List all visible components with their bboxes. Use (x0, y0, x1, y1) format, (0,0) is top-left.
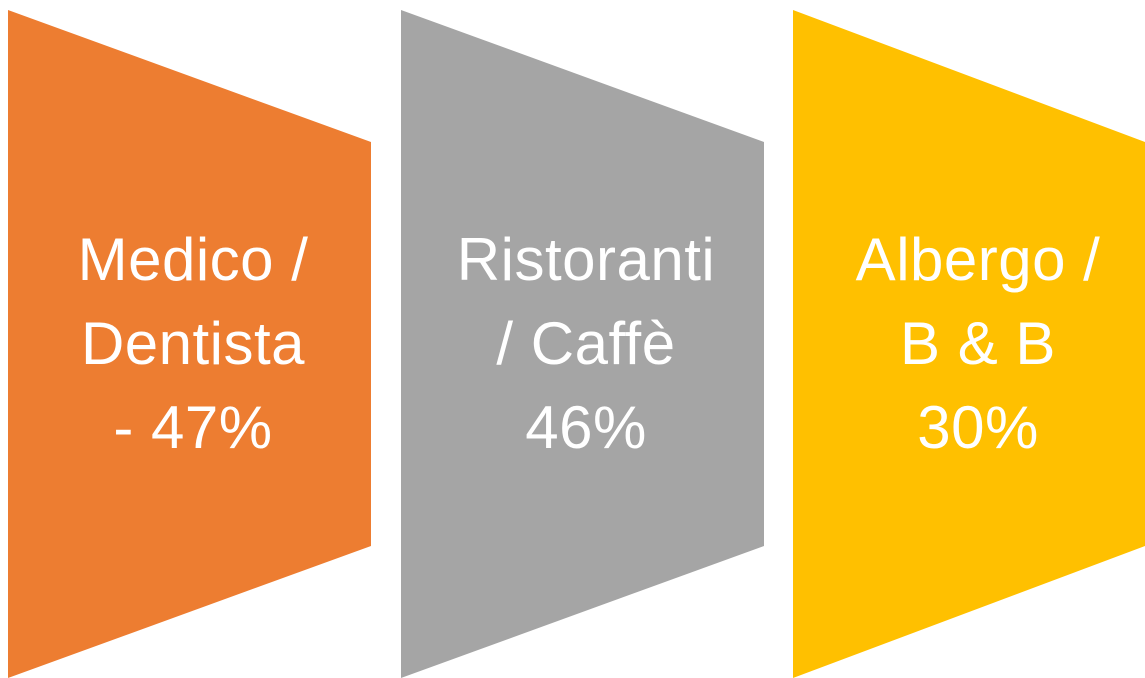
panel-ristoranti-label: Ristoranti / Caffè 46% (401, 10, 771, 678)
panel-medico-dentista: Medico / Dentista - 47% (8, 10, 378, 678)
panel-medico-line-2: Dentista (80, 310, 306, 377)
panel-medico-line-1: Medico / (77, 226, 309, 293)
panel-albergo-polygon (793, 10, 1145, 678)
panel-medico-label: Medico / Dentista - 47% (8, 10, 378, 678)
panel-albergo-shape (793, 10, 1145, 678)
panel-ristoranti-caffe: Ristoranti / Caffè 46% (401, 10, 771, 678)
panel-ristoranti-line-1: Ristoranti (456, 226, 716, 293)
panel-medico-shape (8, 10, 371, 678)
panel-ristoranti-line-3: 46% (525, 394, 647, 461)
panel-medico-line-3: - 47% (113, 394, 273, 461)
panel-albergo-line-3: 30% (917, 394, 1039, 461)
panel-albergo-label: Albergo / B & B 30% (793, 10, 1145, 678)
panel-ristoranti-shape (401, 10, 764, 678)
panel-albergo-line-2: B & B (900, 310, 1056, 377)
panel-ristoranti-line-2: / Caffè (496, 310, 676, 377)
panel-ristoranti-polygon (401, 10, 764, 678)
panel-medico-polygon (8, 10, 371, 678)
panel-albergo-line-1: Albergo / (855, 226, 1101, 293)
panel-albergo-bb: Albergo / B & B 30% (793, 10, 1145, 678)
